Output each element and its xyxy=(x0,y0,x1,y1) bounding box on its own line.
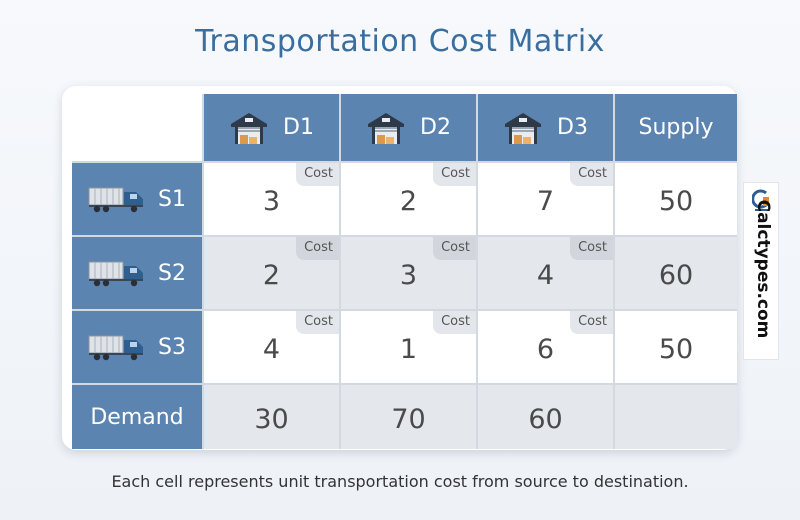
demand-cell-empty xyxy=(615,385,737,449)
truck-icon xyxy=(88,335,144,361)
brand-name: Calctypes.com xyxy=(753,199,773,339)
demand-value: 30 xyxy=(254,403,289,435)
supply-value: 50 xyxy=(658,185,694,217)
header-d3: D3 xyxy=(478,94,613,161)
demand-label: Demand xyxy=(90,404,184,430)
header-supply-label: Supply xyxy=(638,115,714,140)
header-d2-label: D2 xyxy=(420,115,451,140)
warehouse-icon xyxy=(368,112,405,144)
row-s3-label: S3 xyxy=(158,334,186,360)
header-d1-label: D1 xyxy=(283,115,314,140)
cost-value: 3 xyxy=(262,185,281,217)
cost-value: 2 xyxy=(262,259,281,291)
row-header-s2: S2 xyxy=(72,237,202,309)
cost-cell-s2-d2: Cost 3 xyxy=(341,237,476,309)
brand-watermark: Calctypes.com xyxy=(743,182,779,360)
cost-cell-s2-d1: Cost 2 xyxy=(204,237,339,309)
cost-cell-s3-d2: Cost 1 xyxy=(341,311,476,383)
header-d3-label: D3 xyxy=(557,115,588,140)
supply-value: 60 xyxy=(658,259,694,291)
demand-cell-d1: 30 xyxy=(204,385,339,449)
header-supply: Supply xyxy=(615,94,737,161)
supply-value: 50 xyxy=(658,333,694,365)
row-s2-label: S2 xyxy=(158,260,186,286)
cost-cell-s3-d3: Cost 6 xyxy=(478,311,613,383)
page-title: Transportation Cost Matrix xyxy=(195,24,605,59)
warehouse-icon xyxy=(231,112,268,144)
cost-value: 4 xyxy=(262,333,281,365)
cost-tag: Cost xyxy=(570,311,613,334)
header-d1: D1 xyxy=(204,94,339,161)
cost-value: 4 xyxy=(536,259,555,291)
cost-tag: Cost xyxy=(433,311,476,334)
header-d2: D2 xyxy=(341,94,476,161)
truck-icon xyxy=(88,187,144,213)
cost-cell-s1-d2: Cost 2 xyxy=(341,163,476,235)
cost-value: 2 xyxy=(399,185,418,217)
cost-value: 6 xyxy=(536,333,555,365)
cost-tag: Cost xyxy=(433,163,476,186)
brand-logo-icon xyxy=(752,189,769,211)
cost-cell-s3-d1: Cost 4 xyxy=(204,311,339,383)
truck-icon xyxy=(88,261,144,287)
cost-cell-s2-d3: Cost 4 xyxy=(478,237,613,309)
supply-cell-s2: 60 xyxy=(615,237,737,309)
row-header-s3: S3 xyxy=(72,311,202,383)
cost-tag: Cost xyxy=(570,237,613,260)
supply-cell-s1: 50 xyxy=(615,163,737,235)
cost-tag: Cost xyxy=(296,163,339,186)
demand-cell-d3: 60 xyxy=(478,385,613,449)
demand-value: 60 xyxy=(528,403,563,435)
cost-cell-s1-d1: Cost 3 xyxy=(204,163,339,235)
cost-matrix-table: D1 D2 D3 Supply xyxy=(72,94,737,449)
demand-cell-d2: 70 xyxy=(341,385,476,449)
demand-value: 70 xyxy=(391,403,426,435)
cost-cell-s1-d3: Cost 7 xyxy=(478,163,613,235)
cost-value: 3 xyxy=(399,259,418,291)
corner-cell xyxy=(72,94,202,161)
cost-tag: Cost xyxy=(433,237,476,260)
cost-value: 7 xyxy=(536,185,555,217)
row-header-s1: S1 xyxy=(72,163,202,235)
supply-cell-s3: 50 xyxy=(615,311,737,383)
cost-value: 1 xyxy=(399,333,418,365)
caption: Each cell represents unit transportation… xyxy=(111,472,689,491)
warehouse-icon xyxy=(505,112,542,144)
cost-tag: Cost xyxy=(570,163,613,186)
cost-tag: Cost xyxy=(296,237,339,260)
row-s1-label: S1 xyxy=(158,186,186,212)
row-header-demand: Demand xyxy=(72,385,202,449)
cost-tag: Cost xyxy=(296,311,339,334)
